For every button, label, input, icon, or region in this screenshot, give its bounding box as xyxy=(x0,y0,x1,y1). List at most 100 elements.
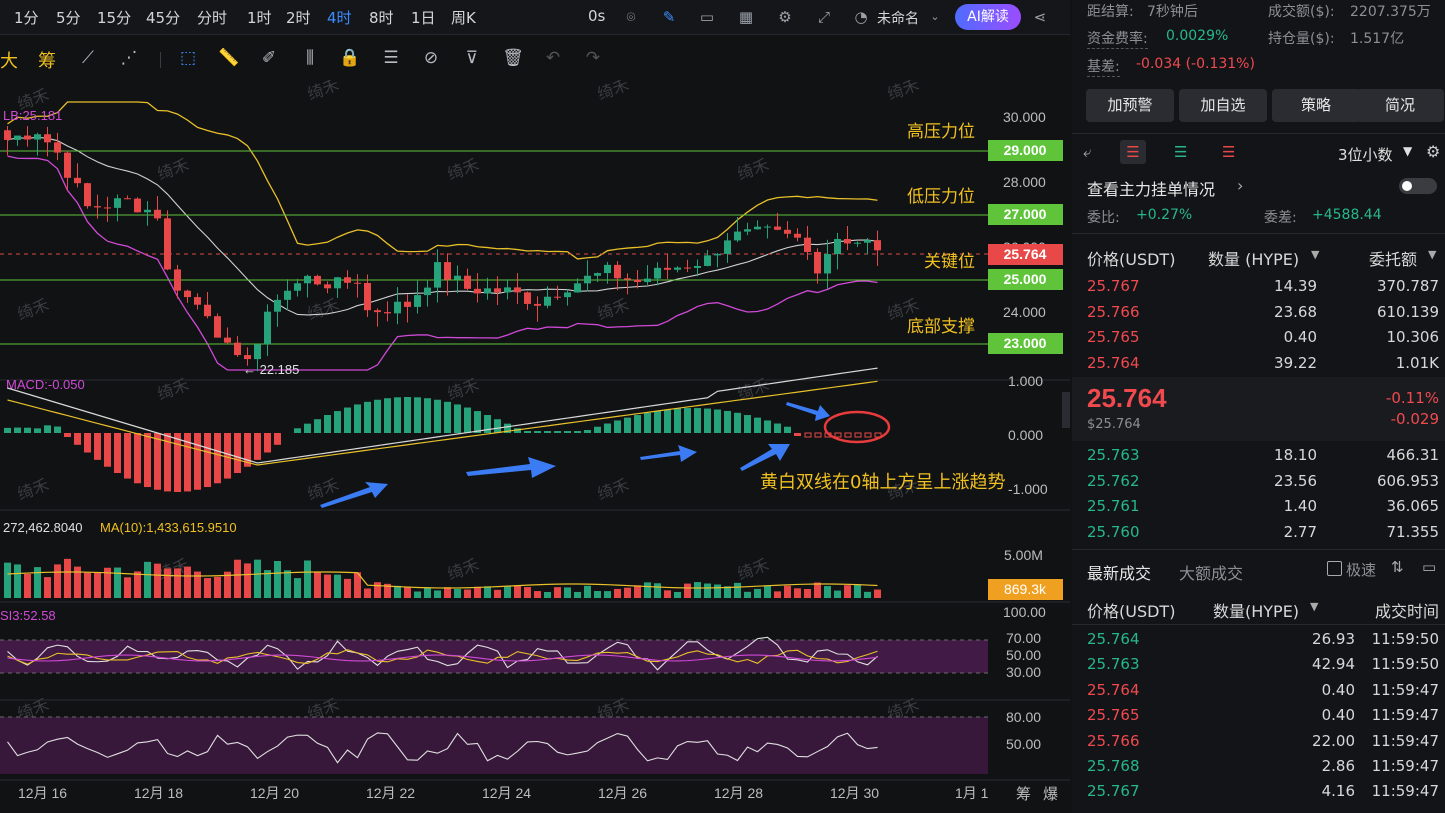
tab-large-trades[interactable]: 大额成交 xyxy=(1179,564,1244,583)
orderbook-row[interactable]: 25.760 2.77 71.355 xyxy=(1072,520,1445,545)
rsi-tick: 30.00 xyxy=(1006,664,1041,680)
orderbook-row[interactable]: 25.765 0.40 10.306 xyxy=(1072,325,1445,350)
cursor-icon[interactable]: ⬚ xyxy=(179,48,197,68)
ai-interpret-button[interactable]: AI解读 xyxy=(955,4,1021,30)
ob-mode-icon-3[interactable]: ☰ xyxy=(1174,143,1188,161)
chevron-down-icon[interactable]: ▼ xyxy=(1428,248,1437,261)
watermark-text: 绮禾 xyxy=(305,295,342,324)
orderbook-row[interactable]: 25.762 23.56 606.953 xyxy=(1072,469,1445,494)
layout-name[interactable]: 未命名 xyxy=(877,11,919,27)
trade-header-qty[interactable]: 数量(HYPE) xyxy=(1213,602,1300,621)
volume-bar xyxy=(674,591,681,598)
decimals-select[interactable]: 3位小数 xyxy=(1338,146,1393,164)
main-orders-toggle[interactable] xyxy=(1399,178,1437,194)
macd-bar xyxy=(534,431,541,433)
settings-icon[interactable]: ⚙ xyxy=(1426,142,1441,161)
chevron-down-icon[interactable]: ⌄ xyxy=(930,10,940,23)
tf-1w[interactable]: 周K xyxy=(451,9,476,27)
macd-bar xyxy=(454,404,461,433)
grid-icon[interactable]: ▦ xyxy=(738,8,754,26)
macd-bar xyxy=(344,407,351,433)
price-tick: 24.000 xyxy=(1003,304,1046,320)
add-watchlist-button[interactable]: 加自选 xyxy=(1179,89,1267,122)
volume-bar xyxy=(104,567,111,598)
add-alert-button[interactable]: 加预警 xyxy=(1086,89,1174,122)
trade-row[interactable]: 25.767 4.16 11:59:47 xyxy=(1072,779,1445,804)
tf-1h[interactable]: 1时 xyxy=(247,9,272,27)
tf-5m[interactable]: 5分 xyxy=(56,9,81,27)
tf-2h[interactable]: 2时 xyxy=(286,9,311,27)
undo-icon[interactable]: ↶ xyxy=(545,48,561,68)
strategy-button[interactable]: 策略 xyxy=(1272,89,1360,122)
row-price: 25.766 xyxy=(1087,731,1140,750)
big-order-toggle[interactable]: 大 xyxy=(0,51,18,72)
tf-15m[interactable]: 15分 xyxy=(97,9,132,27)
main-orders-link[interactable]: 查看主力挂单情况 xyxy=(1087,180,1216,199)
tf-1d[interactable]: 1日 xyxy=(411,9,436,27)
ob-header-qty[interactable]: 数量 (HYPE) xyxy=(1208,250,1300,269)
orderbook-row[interactable]: 25.761 1.40 36.065 xyxy=(1072,494,1445,519)
fullscreen-icon[interactable]: ⤢ xyxy=(817,8,830,26)
share-icon[interactable]: ⋖ xyxy=(1033,8,1047,26)
magic-icon[interactable]: ⟋ xyxy=(82,48,94,68)
multi-line-icon[interactable]: ⋰ xyxy=(120,48,138,68)
level-tag-bg xyxy=(988,333,1063,354)
redo-icon[interactable]: ↷ xyxy=(585,48,601,68)
trash-icon[interactable]: 🗑 xyxy=(502,48,524,68)
level-label-lowpressure: 低压力位 xyxy=(907,187,975,207)
fast-checkbox[interactable] xyxy=(1327,561,1342,576)
comment-icon[interactable]: ▭ xyxy=(699,8,715,26)
chevron-down-icon[interactable]: ▼ xyxy=(1311,248,1320,261)
trade-row[interactable]: 25.764 26.93 11:59:50 xyxy=(1072,627,1445,652)
chevron-down-icon[interactable]: ▼ xyxy=(1310,600,1319,613)
tf-8h[interactable]: 8时 xyxy=(369,9,394,27)
candle-body xyxy=(864,240,871,243)
magnet-icon[interactable]: ⊘ xyxy=(423,48,439,68)
orderbook-row[interactable]: 25.767 14.39 370.787 xyxy=(1072,274,1445,299)
orderbook-row[interactable]: 25.766 23.68 610.139 xyxy=(1072,300,1445,325)
trade-row[interactable]: 25.768 2.86 11:59:47 xyxy=(1072,754,1445,779)
trade-row[interactable]: 25.763 42.94 11:59:50 xyxy=(1072,652,1445,677)
tf-timeshare[interactable]: 分时 xyxy=(197,9,228,27)
orderbook-row[interactable]: 25.764 39.22 1.01K xyxy=(1072,351,1445,376)
orderbook-row[interactable]: 25.763 18.10 466.31 xyxy=(1072,443,1445,468)
chevron-down-icon[interactable]: ▼ xyxy=(1403,144,1413,158)
layout-icon[interactable]: ▭ xyxy=(1422,558,1437,576)
trade-row[interactable]: 25.765 0.40 11:59:47 xyxy=(1072,703,1445,728)
trade-row[interactable]: 25.766 22.00 11:59:47 xyxy=(1072,729,1445,754)
watermark-text: 绮禾 xyxy=(735,155,772,184)
pattern-icon[interactable]: ⫼ xyxy=(306,48,314,68)
vol-label: 272,462.8040 xyxy=(3,520,83,535)
ob-mode-icon-2[interactable]: ☰ xyxy=(1120,140,1146,164)
volume-bar xyxy=(134,571,141,598)
chip-button[interactable]: 筹 xyxy=(1016,785,1031,803)
chip-toggle[interactable]: 筹 xyxy=(38,51,56,72)
settings-icon[interactable]: ⚙ xyxy=(778,8,792,26)
ruler-icon[interactable]: 📏 xyxy=(218,48,240,68)
ob-header-amount[interactable]: 委托额 xyxy=(1369,250,1418,269)
brush-icon[interactable]: ✐ xyxy=(261,48,277,68)
trade-row[interactable]: 25.764 0.40 11:59:47 xyxy=(1072,678,1445,703)
ob-mode-icon-1[interactable]: ⤶ xyxy=(1083,143,1092,161)
pencil-icon[interactable]: ✎ xyxy=(662,8,676,26)
overview-button[interactable]: 简况 xyxy=(1356,89,1444,122)
candle-body xyxy=(814,251,821,274)
tf-45m[interactable]: 45分 xyxy=(146,9,181,27)
filter-icon[interactable]: ⇅ xyxy=(1391,558,1404,576)
tf-4h[interactable]: 4时 xyxy=(327,9,352,27)
filter-icon[interactable]: ⊽ xyxy=(465,48,479,68)
volume-bar xyxy=(384,583,391,598)
volume-bar xyxy=(794,588,801,598)
camera-icon[interactable]: ⌾ xyxy=(626,8,636,26)
liquidation-button[interactable]: 爆 xyxy=(1043,785,1058,803)
tf-1m[interactable]: 1分 xyxy=(14,9,39,27)
template-icon[interactable]: ☰ xyxy=(383,48,399,68)
ob-mode-icon-4[interactable]: ☰ xyxy=(1222,143,1236,161)
level-tag-bg xyxy=(988,140,1063,161)
lock-icon[interactable]: 🔒 xyxy=(339,48,361,68)
candle-body xyxy=(174,269,181,291)
panel-collapse-handle[interactable] xyxy=(1062,392,1070,428)
macd-bar xyxy=(404,397,411,433)
tab-latest-trades[interactable]: 最新成交 xyxy=(1087,564,1152,583)
